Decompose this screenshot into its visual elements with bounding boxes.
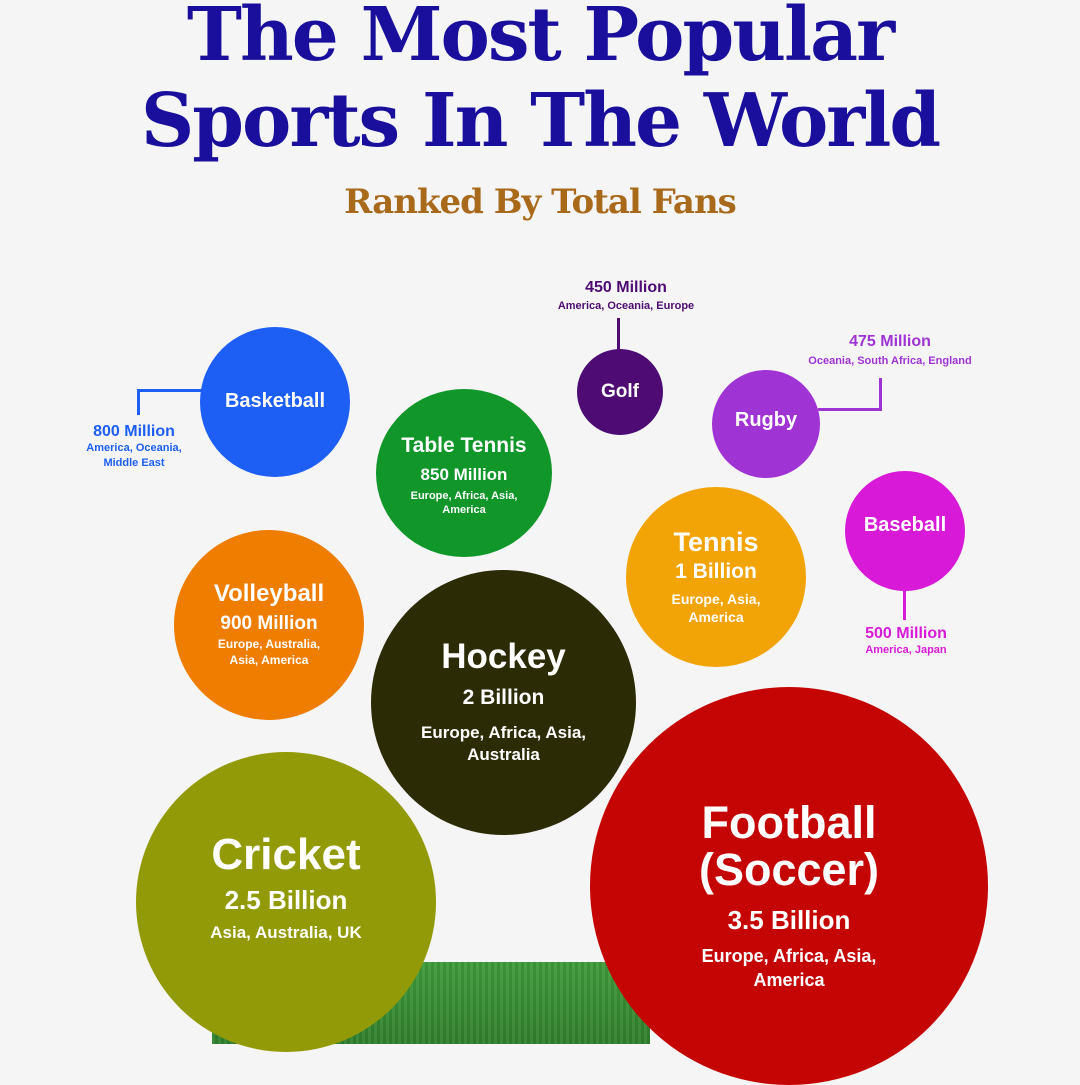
baseball-connector bbox=[903, 590, 906, 620]
rugby-bubble: Rugby bbox=[712, 370, 820, 478]
volleyball-name: Volleyball bbox=[213, 580, 325, 608]
cricket-fans: 2.5 Billion bbox=[224, 885, 348, 916]
cricket-name: Cricket bbox=[211, 830, 361, 879]
basketball-fans: 800 Million bbox=[93, 423, 175, 440]
tennis-regions-line1: Europe, Asia, bbox=[671, 591, 761, 608]
hockey-regions-line1: Europe, Africa, Asia, bbox=[420, 722, 586, 742]
tennis-bubble: Tennis 1 Billion Europe, Asia, America bbox=[626, 487, 806, 667]
rugby-connector-h bbox=[818, 408, 882, 411]
basketball-regions-line2: Middle East bbox=[103, 456, 165, 469]
table-tennis-fans: 850 Million bbox=[420, 464, 508, 484]
volleyball-regions-line1: Europe, Australia, bbox=[217, 637, 321, 652]
volleyball-bubble: Volleyball 900 Million Europe, Australia… bbox=[174, 530, 364, 720]
basketball-bubble: Basketball bbox=[200, 327, 350, 477]
baseball-regions: America, Japan bbox=[865, 644, 947, 656]
basketball-name: Basketball bbox=[224, 390, 326, 412]
football-fans: 3.5 Billion bbox=[727, 904, 851, 935]
hockey-name: Hockey bbox=[441, 636, 566, 676]
hockey-bubble: Hockey 2 Billion Europe, Africa, Asia, A… bbox=[371, 570, 636, 835]
tennis-regions-line2: America bbox=[688, 609, 744, 626]
rugby-regions: Oceania, South Africa, England bbox=[808, 355, 972, 367]
football-regions-line2: America bbox=[753, 969, 825, 990]
table-tennis-regions-line2: America bbox=[442, 503, 486, 516]
golf-name: Golf bbox=[601, 381, 639, 403]
baseball-bubble: Baseball bbox=[845, 471, 965, 591]
golf-bubble: Golf bbox=[577, 349, 663, 435]
subtitle: Ranked By Total Fans bbox=[344, 182, 737, 222]
baseball-fans: 500 Million bbox=[865, 625, 947, 642]
title-line-2: Sports In The World bbox=[140, 78, 941, 164]
volleyball-regions-line2: Asia, America bbox=[229, 653, 309, 668]
golf-regions: America, Oceania, Europe bbox=[557, 300, 695, 312]
cricket-bubble: Cricket 2.5 Billion Asia, Australia, UK bbox=[136, 752, 436, 1052]
hockey-regions-line2: Australia bbox=[467, 744, 540, 764]
tennis-fans: 1 Billion bbox=[675, 559, 757, 583]
football-name-line1: Football bbox=[701, 797, 877, 848]
baseball-name: Baseball bbox=[863, 514, 947, 536]
basketball-connector-v bbox=[137, 389, 140, 415]
golf-connector bbox=[617, 318, 620, 350]
football-name-line2: (Soccer) bbox=[698, 844, 880, 896]
table-tennis-bubble: Table Tennis 850 Million Europe, Africa,… bbox=[376, 389, 552, 557]
title-line-1: The Most Popular bbox=[186, 0, 895, 78]
rugby-name: Rugby bbox=[734, 409, 798, 431]
table-tennis-regions-line1: Europe, Africa, Asia, bbox=[410, 489, 518, 502]
golf-fans: 450 Million bbox=[585, 279, 667, 296]
rugby-info: 475 Million Oceania, South Africa, Engla… bbox=[800, 333, 980, 369]
volleyball-fans: 900 Million bbox=[220, 612, 318, 634]
rugby-fans: 475 Million bbox=[849, 333, 931, 350]
basketball-info: 800 Million America, Oceania, Middle Eas… bbox=[64, 423, 204, 471]
rugby-connector-v bbox=[879, 378, 882, 411]
table-tennis-name: Table Tennis bbox=[401, 433, 527, 457]
tennis-name: Tennis bbox=[673, 526, 759, 557]
basketball-connector-h bbox=[137, 389, 203, 392]
football-bubble: Football (Soccer) 3.5 Billion Europe, Af… bbox=[590, 687, 988, 1085]
basketball-regions-line1: America, Oceania, bbox=[86, 442, 182, 454]
golf-info: 450 Million America, Oceania, Europe bbox=[538, 279, 714, 314]
baseball-info: 500 Million America, Japan bbox=[836, 625, 976, 658]
football-regions-line1: Europe, Africa, Asia, bbox=[701, 946, 877, 967]
cricket-regions: Asia, Australia, UK bbox=[210, 923, 362, 943]
hockey-fans: 2 Billion bbox=[462, 685, 545, 709]
